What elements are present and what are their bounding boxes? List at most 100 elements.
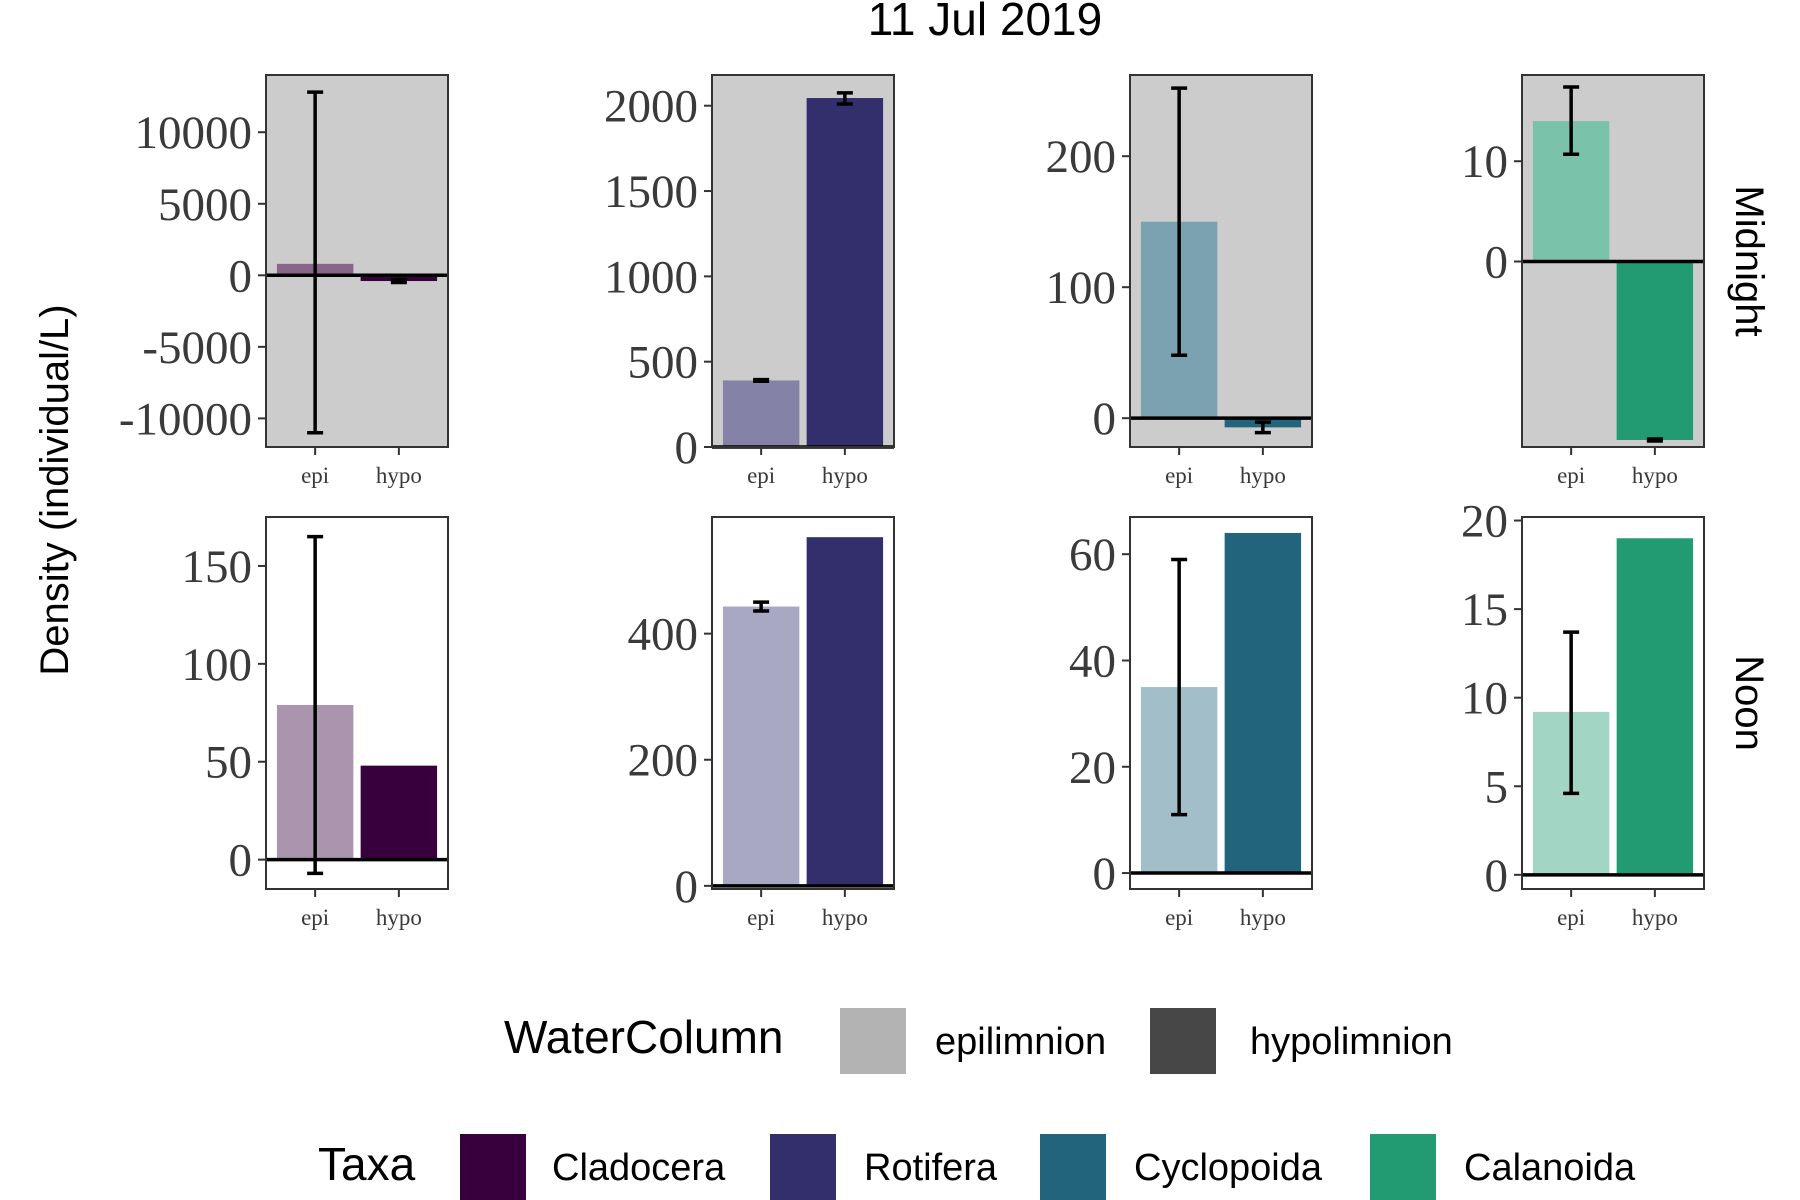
panel-border (1129, 516, 1313, 890)
y-tick-label: 0 (1093, 848, 1117, 900)
error-bar-epi (1563, 85, 1580, 156)
bar-hypo (1616, 538, 1694, 875)
y-tick-label: 50 (205, 737, 252, 789)
x-tick-label: hypo (1240, 463, 1286, 488)
bar-hypo (360, 765, 438, 860)
legend-title: Taxa (318, 1138, 416, 1190)
y-tick-label: 10 (1461, 673, 1508, 725)
legends: WaterColumn epilimnion hypolimnion Taxa Clad… (318, 1008, 1636, 1200)
panel-border (1129, 74, 1313, 448)
y-axis-label: Density (individual/L) (33, 304, 77, 675)
strip-label-noon: Noon (1727, 655, 1771, 751)
y-tick-label: 200 (628, 735, 699, 787)
x-tick-label: epi (1165, 905, 1193, 930)
y-tick-label: 60 (1069, 529, 1116, 581)
error-bar-hypo (1254, 420, 1271, 435)
panel-midnight-rotifera: 0 500 1000 1500 2000 epi hypo (604, 74, 895, 488)
error-bar-epi (307, 534, 324, 876)
x-tick-label: hypo (822, 905, 868, 930)
legend-label: hypolimnion (1250, 1021, 1453, 1063)
x-tick-label: hypo (1240, 905, 1286, 930)
y-tick-label: 0 (1485, 850, 1509, 902)
y-tick-label: 1000 (604, 251, 698, 303)
panel-noon-calanoida: 0 5 10 15 20 epi hypo (1461, 496, 1705, 930)
chart-title: 11 Jul 2019 (868, 0, 1102, 45)
x-tick-label: hypo (1632, 905, 1678, 930)
x-tick-label: epi (747, 905, 775, 930)
y-tick-label: 0 (1485, 237, 1509, 289)
y-tick-label: 500 (628, 337, 699, 389)
x-tick-label: epi (747, 463, 775, 488)
y-tick-label: 0 (675, 422, 699, 474)
legend-key-cyclopoida (1040, 1134, 1106, 1200)
legend-label: Cladocera (552, 1147, 726, 1189)
y-tick-label: 20 (1461, 496, 1508, 548)
error-bar-epi (1171, 557, 1188, 817)
legend-label: Calanoida (1464, 1147, 1636, 1189)
y-tick-label: 0 (1093, 393, 1117, 445)
error-bar-hypo (836, 91, 853, 106)
x-tick-label: epi (301, 905, 329, 930)
y-tick-label: -5000 (142, 322, 252, 374)
y-tick-label: 100 (1046, 262, 1117, 314)
legend-key-epilimnion (840, 1008, 906, 1074)
bar-epi (722, 380, 800, 447)
legend-label: Rotifera (864, 1147, 998, 1189)
panel-border (265, 74, 449, 448)
x-tick-label: hypo (822, 463, 868, 488)
x-tick-label: epi (301, 463, 329, 488)
y-tick-label: 40 (1069, 635, 1116, 687)
y-tick-label: 15 (1461, 584, 1508, 636)
panel-noon-cyclopoida: 0 20 40 60 epi hypo (1069, 516, 1313, 930)
y-tick-label: -10000 (119, 393, 252, 445)
panel-midnight-calanoida: 0 10 epi hypo (1461, 74, 1705, 488)
y-tick-label: 150 (182, 541, 253, 593)
bar-hypo (806, 537, 884, 886)
x-tick-label: hypo (376, 905, 422, 930)
bar-hypo (1616, 261, 1694, 440)
panel-border (1521, 516, 1705, 890)
panel-border (265, 516, 449, 890)
bar-hypo (806, 98, 884, 448)
y-tick-label: 400 (628, 609, 699, 661)
legend-taxa: Taxa Cladocera Rotifera Cyclopoida Calanoida (318, 1134, 1636, 1200)
panel-border (711, 516, 895, 890)
error-bar-epi (1171, 86, 1188, 358)
y-tick-label: 100 (182, 639, 253, 691)
y-tick-label: 2000 (604, 81, 698, 133)
error-bar-epi (753, 377, 770, 384)
y-tick-label: 10 (1461, 136, 1508, 188)
bar-hypo (1224, 532, 1302, 874)
error-bar-epi (1563, 630, 1580, 796)
panel-noon-cladocera: 0 50 100 150 epi hypo (182, 516, 449, 930)
bar-epi (722, 606, 800, 886)
panel-border (711, 74, 895, 448)
panel-noon-rotifera: 0 200 400 epi hypo (628, 516, 895, 930)
legend-title: WaterColumn (504, 1011, 783, 1063)
panel-midnight-cyclopoida: 0 100 200 epi hypo (1046, 74, 1313, 488)
y-tick-label: 1500 (604, 166, 698, 218)
y-tick-label: 20 (1069, 742, 1116, 794)
y-tick-label: 0 (675, 861, 699, 913)
y-tick-label: 200 (1046, 131, 1117, 183)
strip-label-midnight: Midnight (1727, 185, 1771, 336)
y-tick-label: 0 (229, 835, 253, 887)
legend-key-hypolimnion (1150, 1008, 1216, 1074)
y-tick-label: 10000 (135, 107, 253, 159)
legend-label: Cyclopoida (1134, 1147, 1323, 1189)
y-tick-label: 5 (1485, 761, 1509, 813)
legend-key-rotifera (770, 1134, 836, 1200)
error-bar-epi (753, 600, 770, 613)
x-tick-label: epi (1557, 463, 1585, 488)
panel-midnight-cladocera: -10000 -5000 0 5000 10000 epi hypo (119, 74, 449, 488)
legend-label: epilimnion (935, 1021, 1106, 1063)
x-tick-label: epi (1165, 463, 1193, 488)
panel-background (266, 75, 448, 447)
legend-key-cladocera (460, 1134, 526, 1200)
error-bar-epi (307, 90, 324, 435)
x-tick-label: epi (1557, 905, 1585, 930)
x-tick-label: hypo (376, 463, 422, 488)
strip-labels: Midnight Noon (1727, 185, 1771, 750)
